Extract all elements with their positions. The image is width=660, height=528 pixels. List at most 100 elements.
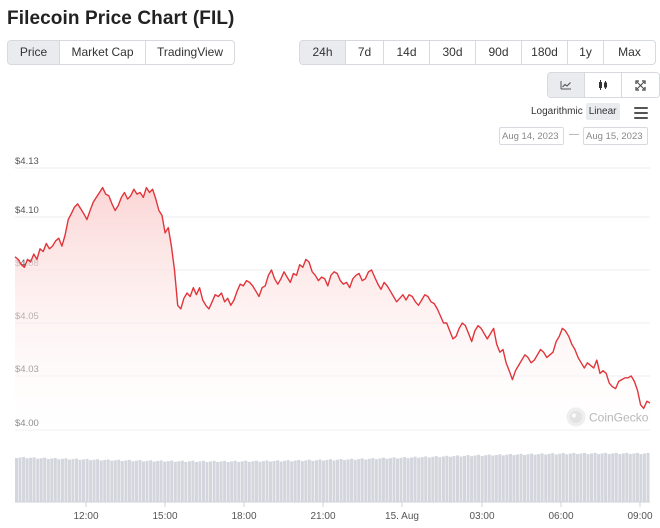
volume-bar [360, 458, 364, 502]
volume-bars [15, 452, 650, 502]
volume-bar [22, 457, 26, 502]
volume-bar [212, 460, 216, 502]
volume-bar [25, 458, 29, 502]
volume-bar [632, 453, 636, 502]
volume-bar [459, 456, 463, 502]
volume-bar [244, 460, 248, 502]
volume-bar [519, 453, 523, 502]
volume-bar [314, 460, 318, 502]
range-180d[interactable]: 180d [522, 41, 568, 64]
volume-bar [494, 455, 498, 502]
volume-bar [120, 461, 124, 502]
volume-bar [646, 453, 650, 502]
volume-bar [311, 460, 315, 502]
date-from-input[interactable] [499, 127, 564, 145]
date-to-input[interactable] [583, 127, 648, 145]
volume-bar [431, 456, 435, 502]
volume-bar [448, 456, 452, 502]
range-1y[interactable]: 1y [568, 41, 604, 64]
volume-bar [621, 453, 625, 502]
volume-bar [639, 454, 643, 502]
volume-bar [113, 460, 117, 502]
fullscreen-button[interactable] [622, 73, 659, 97]
volume-bar [307, 459, 311, 502]
range-90d[interactable]: 90d [476, 41, 522, 64]
volume-bar [406, 458, 410, 502]
volume-bar [261, 461, 265, 502]
volume-bar [269, 461, 273, 502]
line-chart-button[interactable] [548, 73, 585, 97]
volume-bar [237, 461, 241, 502]
volume-bar [565, 454, 569, 502]
volume-bar [283, 460, 287, 502]
volume-bar [85, 458, 89, 502]
volume-bar [191, 460, 195, 502]
volume-bar [99, 460, 103, 502]
range-max[interactable]: Max [618, 45, 641, 59]
x-tick-label: 09:00 [627, 511, 652, 522]
x-axis-labels: 12:00 15:00 18:00 21:00 15. Aug 03:00 06:00 09:… [73, 502, 653, 522]
volume-bar [508, 454, 512, 502]
volume-bar [297, 460, 301, 502]
volume-bar [544, 454, 548, 502]
volume-bar [92, 459, 96, 502]
volume-bar [438, 457, 442, 502]
volume-bar [480, 455, 484, 502]
volume-bar [590, 453, 594, 502]
scale-linear[interactable]: Linear [585, 103, 620, 120]
volume-bar [290, 461, 294, 502]
volume-bar [410, 457, 414, 502]
volume-bar [226, 462, 230, 502]
x-tick-label: 15:00 [152, 511, 177, 522]
volume-bar [170, 460, 174, 502]
candlestick-icon [599, 80, 607, 90]
y-axis-labels: $4.13 $4.10 $4.08 $4.05 $4.03 $4.00 [15, 156, 39, 429]
volume-bar [371, 458, 375, 502]
chart-gridlines [15, 167, 650, 431]
volume-bar [350, 458, 354, 502]
volume-bar [374, 459, 378, 502]
volume-bar [388, 458, 392, 502]
date-range-separator: — [569, 129, 579, 140]
volume-bar [67, 459, 71, 502]
range-30d[interactable]: 30d [430, 41, 476, 64]
volume-bar [272, 461, 276, 502]
volume-bar [505, 454, 509, 502]
volume-bar [166, 461, 170, 502]
candlestick-button[interactable] [585, 73, 622, 97]
volume-bar [399, 457, 403, 502]
fullscreen-icon [635, 79, 646, 91]
range-14d[interactable]: 14d [384, 41, 430, 64]
volume-bar [18, 457, 22, 502]
volume-bar [300, 461, 304, 502]
volume-bar [265, 460, 269, 502]
volume-bar [336, 459, 340, 502]
range-24h[interactable]: 24h [300, 41, 346, 64]
volume-bar [247, 461, 251, 502]
volume-bar [209, 461, 213, 502]
volume-bar [142, 461, 146, 502]
volume-bar [36, 458, 40, 502]
volume-bar [533, 454, 537, 502]
x-tick-label: 12:00 [73, 511, 98, 522]
volume-bar [547, 453, 551, 502]
coingecko-watermark: CoinGecko [566, 407, 649, 427]
tab-market-cap[interactable]: Market Cap [60, 41, 146, 64]
chart-menu-icon[interactable] [634, 107, 648, 122]
volume-bar [156, 461, 160, 502]
volume-bar [357, 459, 361, 502]
volume-bar [159, 460, 163, 502]
volume-bar [339, 459, 343, 502]
volume-bar [43, 457, 47, 502]
x-tick-label: 21:00 [310, 511, 335, 522]
tab-tradingview[interactable]: TradingView [156, 45, 224, 59]
volume-bar [561, 453, 565, 502]
tab-price[interactable]: Price [8, 41, 60, 64]
volume-bar [75, 458, 79, 502]
volume-bar [138, 460, 142, 502]
scale-logarithmic[interactable]: Logarithmic [531, 106, 583, 117]
volume-bar [424, 456, 428, 502]
volume-bar [537, 454, 541, 502]
volume-bar [89, 460, 93, 502]
range-7d[interactable]: 7d [346, 41, 384, 64]
